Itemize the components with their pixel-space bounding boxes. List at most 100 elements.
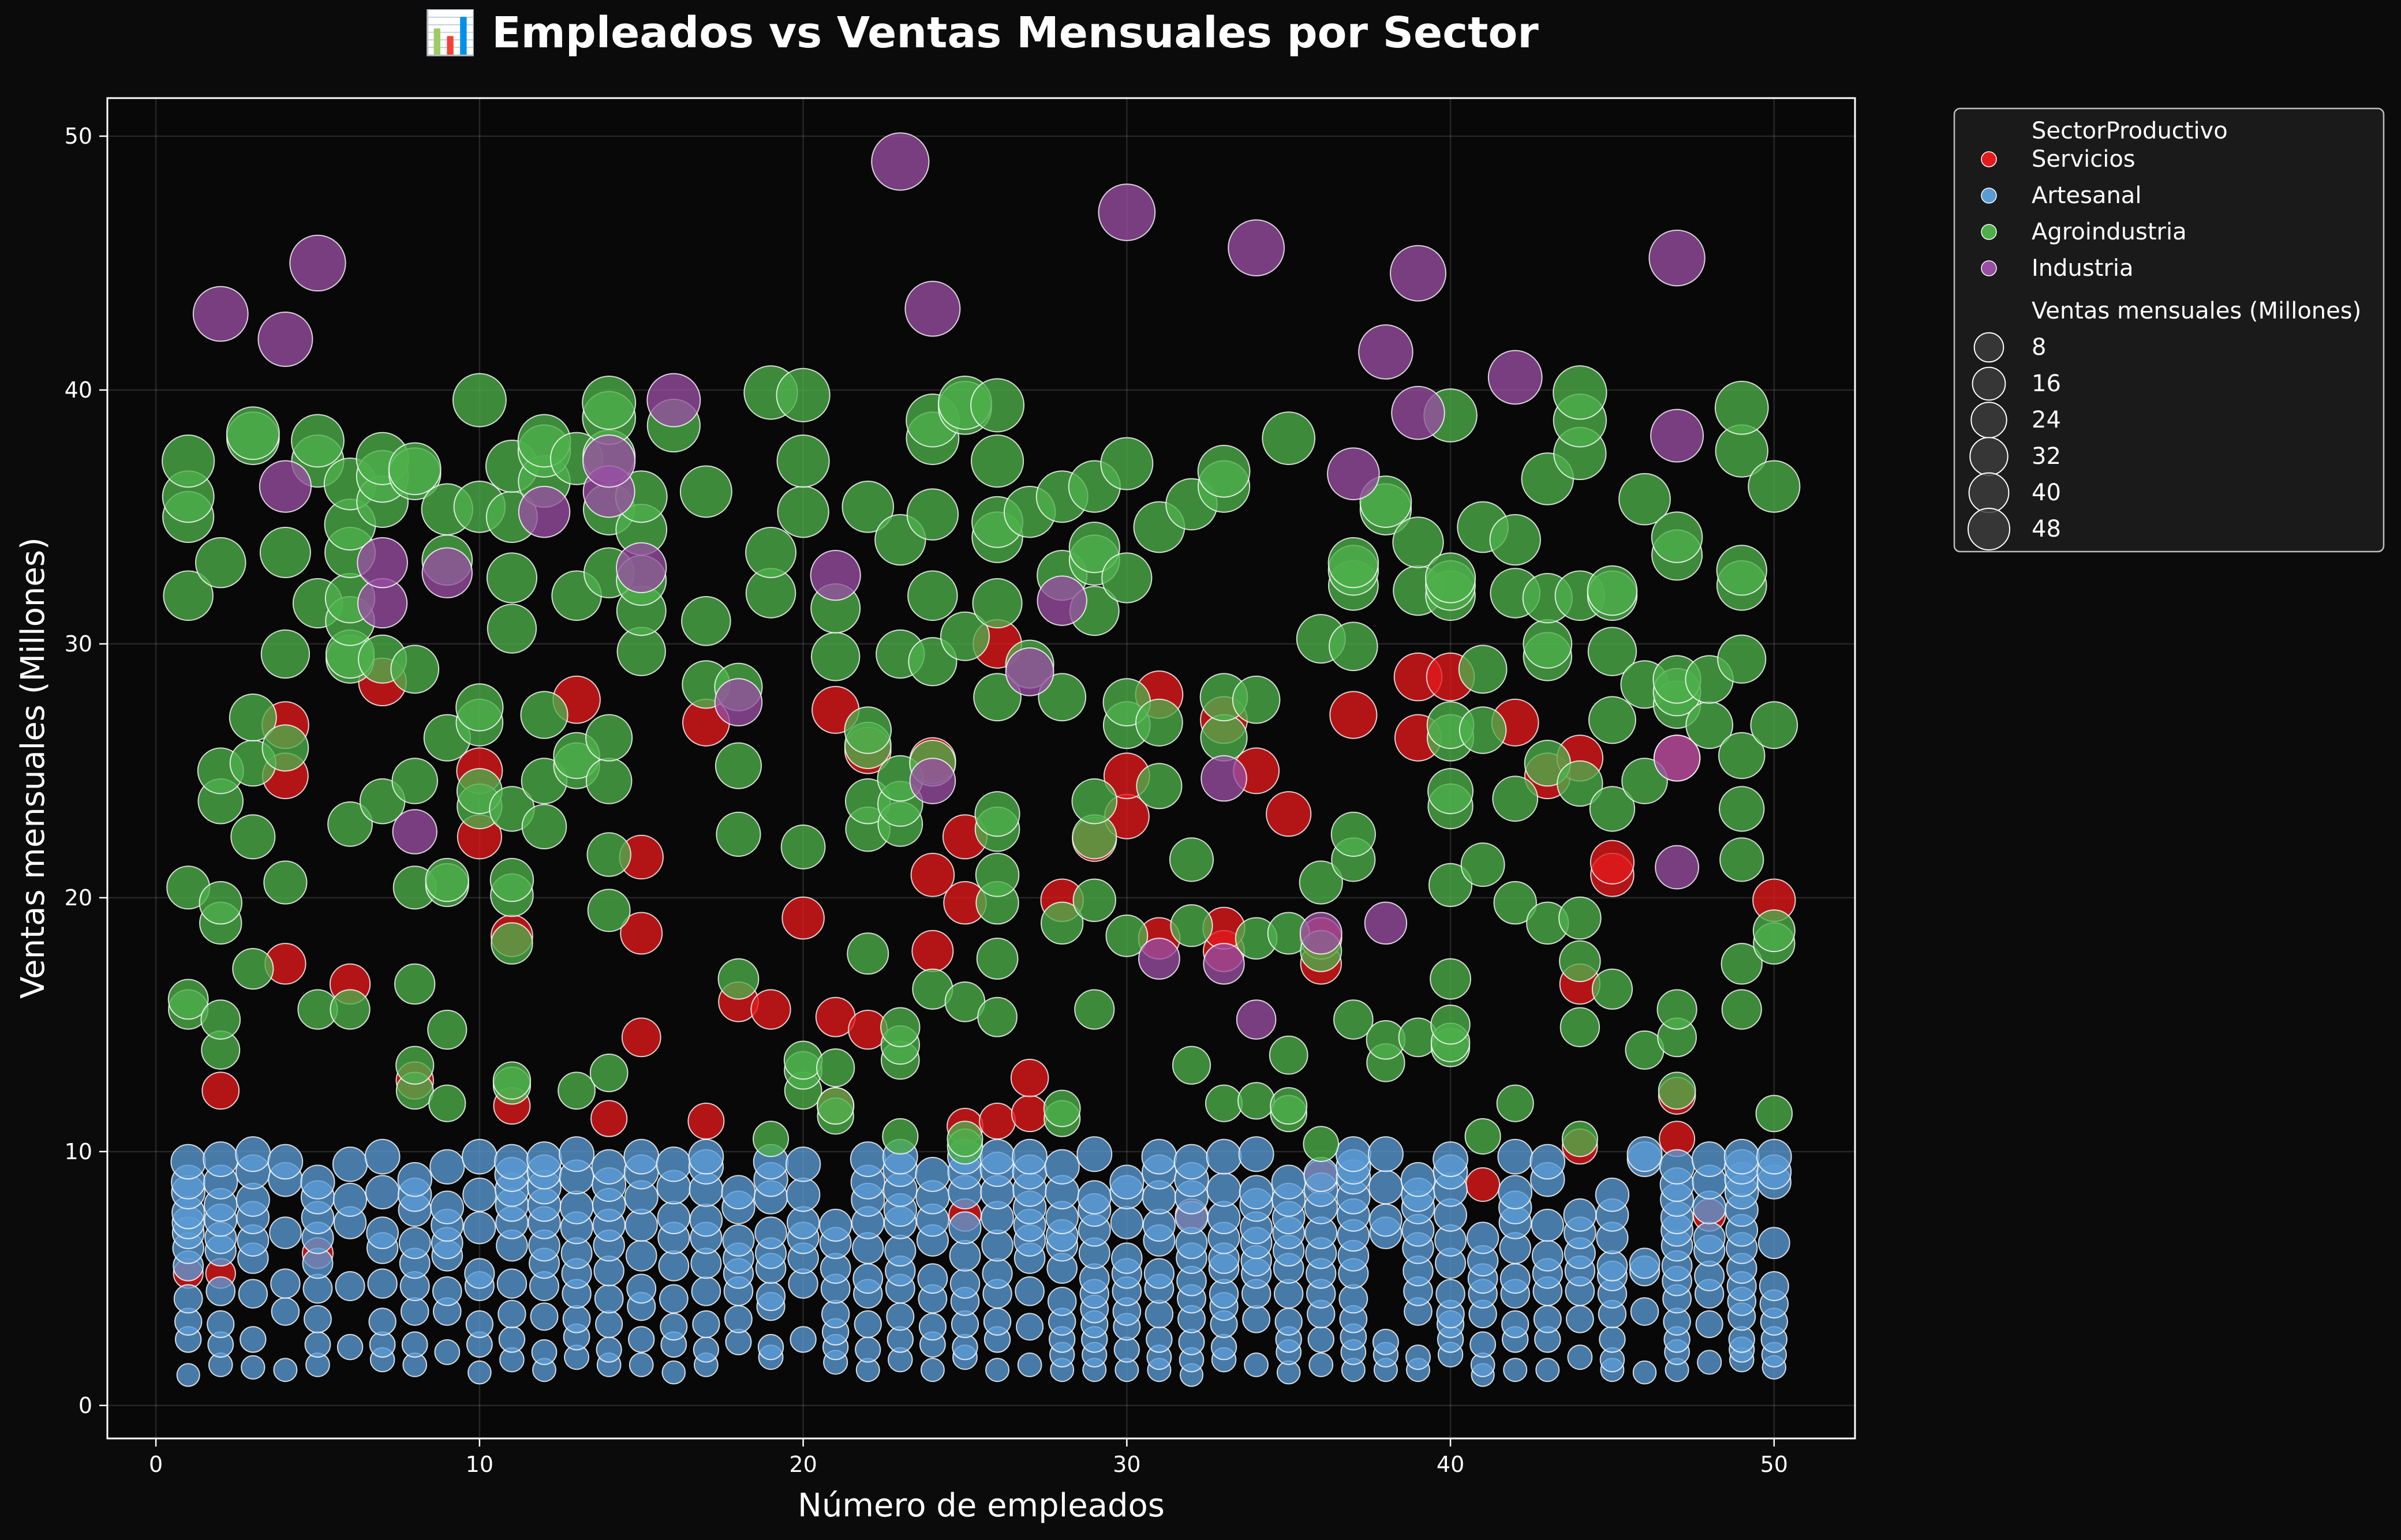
point-artesanal (1632, 1360, 1657, 1385)
point-artesanal (1242, 1305, 1271, 1333)
point-agroindustria (388, 442, 442, 496)
point-agroindustria (970, 434, 1024, 488)
point-agroindustria (1043, 1089, 1081, 1127)
point-agroindustria (1748, 460, 1801, 513)
point-artesanal (333, 1182, 368, 1217)
point-agroindustria (976, 938, 1019, 980)
point-artesanal (854, 1310, 882, 1339)
point-artesanal (1110, 1206, 1144, 1239)
point-agroindustria (1719, 786, 1765, 832)
point-agroindustria (558, 1071, 596, 1110)
point-agroindustria (753, 1121, 790, 1157)
point-industria (1364, 901, 1408, 945)
point-artesanal (1467, 1221, 1499, 1254)
point-industria (259, 460, 312, 513)
point-artesanal (205, 1276, 236, 1306)
point-agroindustria (1232, 675, 1281, 724)
point-agroindustria (777, 485, 829, 538)
point-artesanal (270, 1268, 301, 1299)
point-industria (1138, 938, 1180, 980)
point-artesanal (595, 1310, 623, 1339)
point-agroindustria (585, 714, 633, 762)
point-artesanal (754, 1216, 787, 1249)
point-artesanal (173, 1284, 203, 1314)
point-agroindustria (817, 1087, 855, 1125)
point-servicios (979, 1103, 1016, 1140)
point-artesanal (658, 1250, 690, 1282)
point-agroindustria (1101, 552, 1153, 604)
point-agroindustria (1587, 627, 1637, 676)
point-artesanal (981, 1229, 1013, 1262)
point-agroindustria (1392, 516, 1444, 568)
point-artesanal (1017, 1352, 1042, 1377)
point-artesanal (1529, 1144, 1566, 1180)
point-artesanal (688, 1138, 724, 1175)
point-artesanal (1498, 1175, 1533, 1210)
point-agroindustria (1523, 619, 1573, 669)
point-artesanal (819, 1208, 852, 1242)
point-artesanal (886, 1302, 915, 1331)
point-artesanal (1759, 1271, 1789, 1302)
point-artesanal (1076, 1136, 1113, 1172)
point-artesanal (1629, 1247, 1660, 1279)
point-agroindustria (1430, 1005, 1471, 1045)
legend-size-label: 8 (2032, 334, 2046, 361)
point-artesanal (1596, 1250, 1628, 1282)
point-agroindustria (1197, 444, 1251, 498)
point-agroindustria (1428, 863, 1473, 907)
point-industria (289, 234, 346, 292)
point-industria (616, 542, 667, 594)
point-agroindustria (582, 375, 637, 430)
x-tick-label: 40 (1437, 1452, 1464, 1477)
point-industria (1228, 219, 1285, 276)
point-artesanal (691, 1276, 721, 1306)
point-artesanal (1501, 1310, 1529, 1339)
point-agroindustria (428, 1084, 466, 1122)
point-artesanal (1697, 1350, 1722, 1375)
point-agroindustria (1460, 842, 1505, 887)
point-artesanal (432, 1276, 462, 1306)
point-artesanal (1372, 1328, 1399, 1355)
point-artesanal (434, 1339, 461, 1365)
point-artesanal (1497, 1138, 1534, 1175)
point-agroindustria (1658, 1071, 1696, 1110)
point-artesanal (594, 1284, 624, 1314)
point-artesanal (496, 1268, 528, 1299)
point-industria (1098, 183, 1156, 241)
point-agroindustria (1589, 786, 1636, 832)
point-artesanal (170, 1144, 206, 1180)
point-artesanal (1012, 1138, 1048, 1175)
point-artesanal (464, 1258, 495, 1289)
point-artesanal (979, 1138, 1015, 1175)
point-servicios (1010, 1058, 1049, 1097)
point-artesanal (1693, 1221, 1726, 1254)
legend-size-marker (1970, 402, 2007, 439)
point-artesanal (591, 1149, 627, 1185)
point-artesanal (336, 1333, 364, 1361)
point-agroindustria (880, 1007, 921, 1047)
point-agroindustria (1071, 778, 1118, 825)
point-artesanal (530, 1302, 559, 1331)
point-artesanal (1109, 1164, 1145, 1200)
point-artesanal (693, 1336, 719, 1363)
legend-box (1953, 107, 2385, 553)
point-agroindustria (1333, 999, 1374, 1040)
point-agroindustria (291, 414, 345, 468)
point-artesanal (238, 1279, 268, 1309)
point-artesanal (494, 1144, 530, 1180)
point-agroindustria (587, 889, 631, 932)
legend-hue-title: SectorProductivo (2032, 118, 2228, 144)
x-tick-label: 10 (466, 1452, 493, 1477)
point-artesanal (398, 1227, 431, 1260)
point-agroindustria (1262, 411, 1316, 465)
point-agroindustria (260, 629, 311, 679)
point-agroindustria (679, 465, 732, 518)
point-agroindustria (716, 811, 761, 857)
point-artesanal (1206, 1138, 1242, 1175)
point-industria (871, 132, 930, 191)
point-agroindustria (491, 922, 533, 965)
legend-size-label: 16 (2032, 370, 2061, 397)
point-artesanal (176, 1363, 200, 1387)
point-artesanal (985, 1358, 1010, 1382)
point-artesanal (304, 1305, 332, 1333)
